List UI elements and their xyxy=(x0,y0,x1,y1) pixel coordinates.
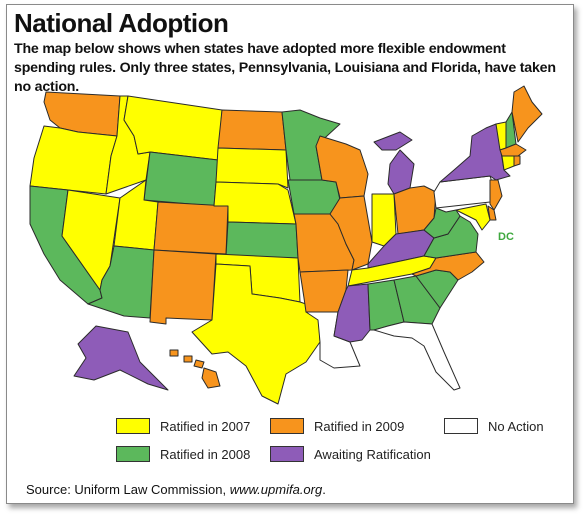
legend-swatch-ratified-2009 xyxy=(270,418,304,434)
source-suffix: . xyxy=(322,482,326,497)
legend-swatch-awaiting xyxy=(270,446,304,462)
legend-label-ratified-2009: Ratified in 2009 xyxy=(314,418,405,434)
state-KS xyxy=(225,221,299,259)
legend-item-no-action: No Action xyxy=(444,418,544,434)
state-OR xyxy=(29,125,118,195)
state-IL xyxy=(329,195,373,271)
state-ME xyxy=(511,85,543,143)
state-NC xyxy=(411,251,485,281)
state-HI xyxy=(169,349,221,389)
map-subtitle: The map below shows when states have ado… xyxy=(14,41,556,95)
source-prefix: Source: Uniform Law Commission, xyxy=(26,482,230,497)
legend-label-awaiting: Awaiting Ratification xyxy=(314,446,431,462)
state-MD xyxy=(455,203,491,231)
map-title: National Adoption xyxy=(14,8,229,38)
state-CT xyxy=(501,155,515,171)
state-RI xyxy=(513,155,521,167)
legend-item-ratified-2007: Ratified in 2007 xyxy=(116,418,250,434)
legend-item-ratified-2009: Ratified in 2009 xyxy=(270,418,404,434)
state-CO xyxy=(153,201,229,255)
legend-label-no-action: No Action xyxy=(488,418,544,434)
legend-swatch-ratified-2008 xyxy=(116,446,150,462)
state-ND xyxy=(217,109,287,151)
state-MI xyxy=(373,131,415,195)
legend-item-awaiting: Awaiting Ratification xyxy=(270,446,431,462)
state-NJ xyxy=(489,179,503,211)
legend-item-ratified-2008: Ratified in 2008 xyxy=(116,446,250,462)
legend-swatch-no-action xyxy=(444,418,478,434)
us-map: DC xyxy=(29,85,543,405)
state-GA xyxy=(393,275,441,325)
source-note: Source: Uniform Law Commission, www.upmi… xyxy=(26,482,326,497)
source-site: www.upmifa.org xyxy=(229,482,323,497)
state-TX xyxy=(191,263,321,405)
state-MT xyxy=(123,95,223,161)
legend-swatch-ratified-2007 xyxy=(116,418,150,434)
state-FL xyxy=(373,321,461,391)
state-IA xyxy=(287,179,341,215)
dc-label: DC xyxy=(498,231,514,243)
legend-label-ratified-2007: Ratified in 2007 xyxy=(160,418,251,434)
state-WY xyxy=(143,151,219,207)
legend-label-ratified-2008: Ratified in 2008 xyxy=(160,446,251,462)
state-AK xyxy=(73,325,169,391)
state-SD xyxy=(215,147,289,189)
state-NM xyxy=(149,249,217,325)
